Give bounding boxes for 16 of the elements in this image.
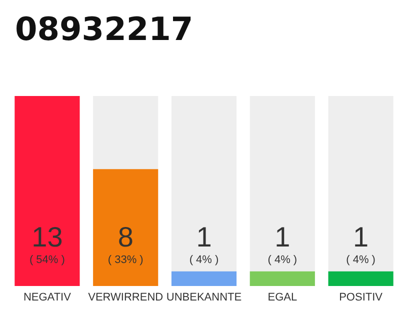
data-label: 1: [196, 222, 212, 252]
data-label: 8: [118, 222, 134, 252]
x-tick-label: POSITIV: [339, 292, 384, 304]
annotation: ( 4% ): [346, 254, 376, 266]
data-label: 13: [32, 222, 63, 252]
annotation: ( 33% ): [108, 254, 144, 266]
annotation: ( 4% ): [268, 254, 298, 266]
x-tick-label: NEGATIV: [23, 292, 72, 304]
chart-title: 08932217: [15, 10, 194, 48]
x-tick-label: VERWIRREND: [88, 292, 164, 304]
data-label: 1: [353, 222, 369, 252]
x-tick-label: EGAL: [268, 292, 298, 304]
annotation: ( 4% ): [189, 254, 219, 266]
data-label: 1: [274, 222, 290, 252]
x-tick-label: UNBEKANNTE: [166, 292, 242, 304]
annotation: ( 54% ): [29, 254, 65, 266]
